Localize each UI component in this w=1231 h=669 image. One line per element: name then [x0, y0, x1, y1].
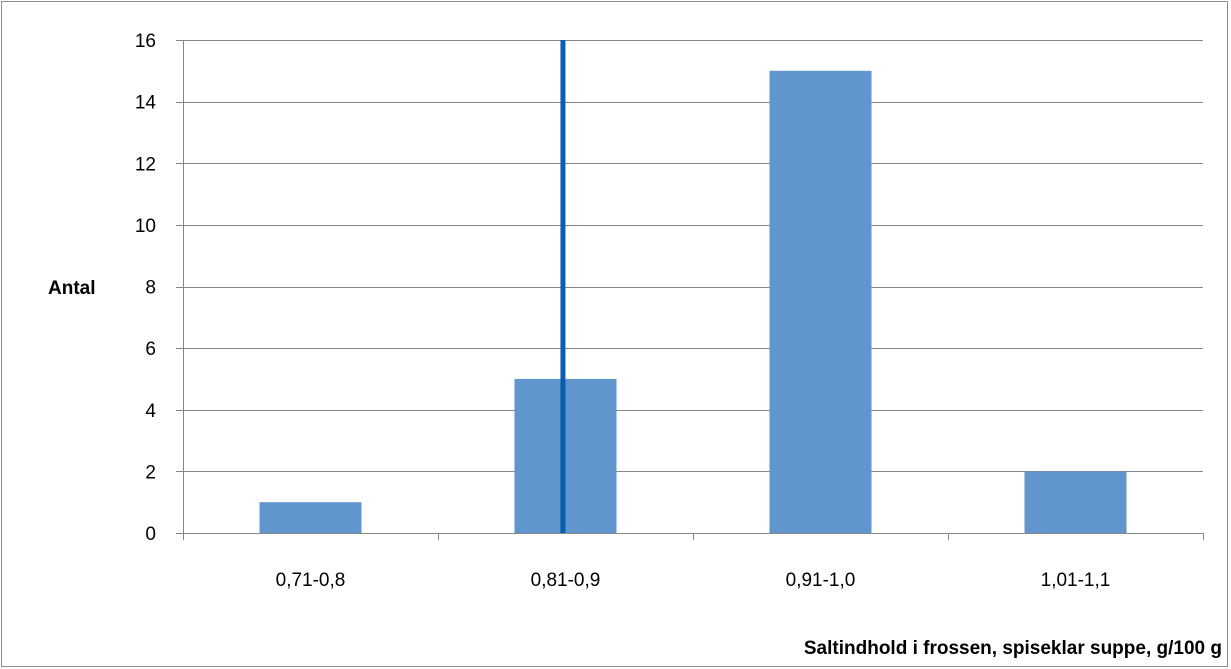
- y-tick-labels: 0 2 4 6 8 10 12 14 16: [135, 31, 157, 545]
- bar: [259, 502, 362, 533]
- bar: [1024, 471, 1127, 533]
- y-tick-label: 12: [135, 154, 156, 175]
- y-tick-label: 6: [145, 339, 156, 360]
- x-axis-title: Saltindhold i frossen, spiseklar suppe, …: [804, 638, 1222, 659]
- y-tick-label: 8: [145, 278, 156, 299]
- axes: [176, 40, 1204, 540]
- y-tick-label: 0: [145, 524, 156, 545]
- x-tick-label: 0,81-0,9: [531, 570, 601, 591]
- y-tick-label: 16: [135, 31, 156, 52]
- y-tick-label: 4: [145, 401, 156, 422]
- y-axis-title: Antal: [48, 278, 96, 299]
- bar: [769, 70, 872, 533]
- x-tick-label: 0,91-1,0: [786, 570, 856, 591]
- x-tick-label: 0,71-0,8: [276, 570, 346, 591]
- bar: [514, 378, 617, 533]
- gridlines: [176, 40, 1203, 472]
- x-tick-labels: 0,71-0,8 0,81-0,9 0,91-1,0 1,01-1,1: [276, 570, 1111, 591]
- y-tick-label: 14: [135, 93, 157, 114]
- bars: [259, 70, 1127, 533]
- y-tick-label: 10: [135, 216, 156, 237]
- x-tick-label: 1,01-1,1: [1041, 570, 1111, 591]
- y-tick-label: 2: [145, 462, 156, 483]
